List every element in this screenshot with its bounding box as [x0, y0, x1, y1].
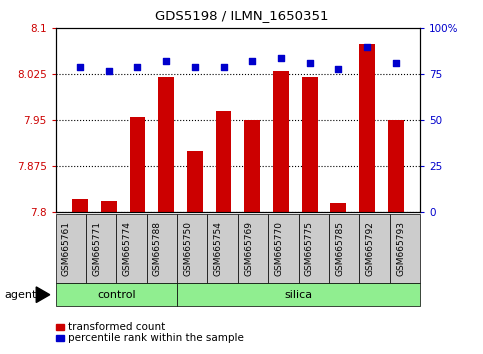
- Point: [191, 64, 199, 70]
- Text: GSM665769: GSM665769: [244, 221, 253, 276]
- Point: [334, 66, 342, 72]
- Bar: [101, 201, 116, 212]
- Point: [162, 59, 170, 64]
- Text: GSM665774: GSM665774: [123, 221, 131, 276]
- Bar: [388, 120, 404, 212]
- Text: agent: agent: [5, 290, 37, 300]
- Text: GSM665785: GSM665785: [335, 221, 344, 276]
- Point: [277, 55, 285, 61]
- Text: GSM665792: GSM665792: [366, 221, 375, 276]
- Text: silica: silica: [284, 290, 313, 300]
- Point: [392, 61, 399, 66]
- Point: [363, 44, 371, 50]
- Bar: [273, 71, 289, 212]
- Bar: [244, 120, 260, 212]
- Text: GSM665770: GSM665770: [274, 221, 284, 276]
- Point: [248, 59, 256, 64]
- Bar: [158, 78, 174, 212]
- Bar: [72, 199, 88, 212]
- Text: GDS5198 / ILMN_1650351: GDS5198 / ILMN_1650351: [155, 9, 328, 22]
- Text: GSM665775: GSM665775: [305, 221, 314, 276]
- Point: [76, 64, 84, 70]
- Bar: [187, 151, 203, 212]
- Point: [306, 61, 313, 66]
- Text: GSM665761: GSM665761: [62, 221, 71, 276]
- Point: [220, 64, 227, 70]
- Point: [134, 64, 142, 70]
- Text: GSM665771: GSM665771: [92, 221, 101, 276]
- Bar: [330, 203, 346, 212]
- Text: GSM665750: GSM665750: [183, 221, 192, 276]
- Point: [105, 68, 113, 74]
- Text: GSM665754: GSM665754: [213, 221, 223, 276]
- Bar: [359, 44, 375, 212]
- Text: control: control: [97, 290, 136, 300]
- Text: transformed count: transformed count: [68, 322, 165, 332]
- Text: percentile rank within the sample: percentile rank within the sample: [68, 333, 243, 343]
- Text: GSM665788: GSM665788: [153, 221, 162, 276]
- Text: GSM665793: GSM665793: [396, 221, 405, 276]
- Bar: [302, 78, 317, 212]
- Bar: [215, 111, 231, 212]
- Bar: [129, 117, 145, 212]
